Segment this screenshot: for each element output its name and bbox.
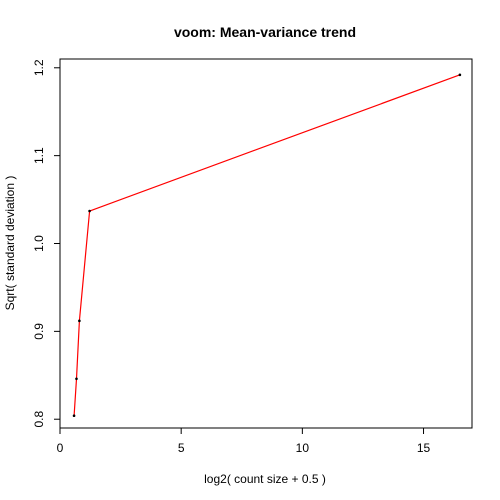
- plot-frame: [59, 58, 473, 429]
- x-axis-label: log2( count size + 0.5 ): [204, 472, 326, 486]
- x-tick-label: 5: [178, 441, 185, 455]
- x-tick-label: 10: [296, 441, 310, 455]
- y-tick-label: 1.0: [32, 235, 46, 252]
- series-line: [73, 74, 461, 416]
- x-tick-label: 15: [417, 441, 431, 455]
- y-tick-label: 0.9: [32, 323, 46, 340]
- y-tick-label: 0.8: [32, 411, 46, 428]
- y-axis-label: Sqrt( standard deviation ): [3, 176, 17, 311]
- data-point: [88, 209, 91, 213]
- points-layer: [72, 73, 462, 418]
- x-tick-label: 0: [57, 441, 64, 455]
- y-tick-label: 1.2: [32, 59, 46, 76]
- data-point: [75, 377, 78, 381]
- data-point: [458, 73, 462, 77]
- data-point: [72, 414, 76, 418]
- x-axis: 0 5 10 15: [57, 428, 431, 455]
- series-layer: [73, 74, 461, 416]
- chart-title: voom: Mean-variance trend: [174, 24, 356, 40]
- data-point: [78, 319, 81, 323]
- y-tick-label: 1.1: [32, 147, 46, 164]
- y-axis: 0.8 0.9 1.0 1.1 1.2: [32, 59, 60, 428]
